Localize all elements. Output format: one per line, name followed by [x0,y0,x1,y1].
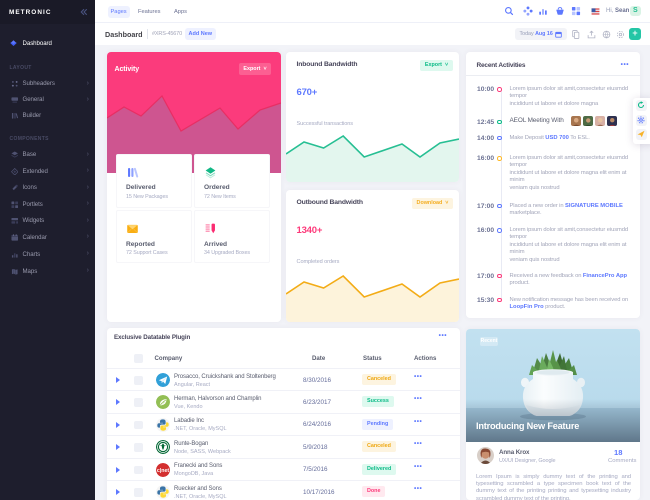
svg-text:c|net: c|net [157,468,170,474]
